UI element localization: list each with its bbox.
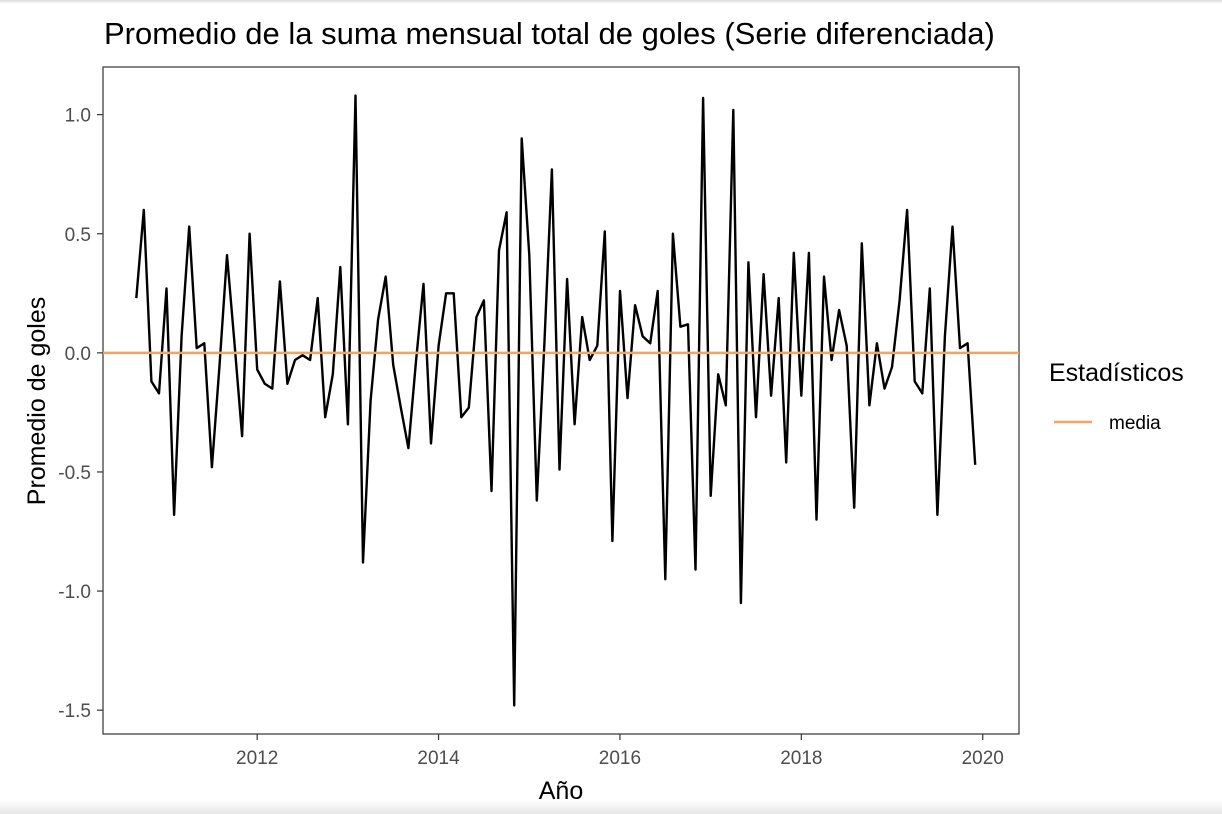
x-tick-label: 2018 bbox=[780, 748, 822, 769]
window-bottom-edge bbox=[0, 800, 1222, 814]
y-tick-label: -1.5 bbox=[58, 701, 91, 722]
y-tick-label: 1.0 bbox=[65, 106, 91, 127]
x-tick-label: 2014 bbox=[417, 748, 460, 769]
panel-border bbox=[102, 66, 1020, 735]
series-layer bbox=[103, 94, 1019, 707]
x-axis: 2012 2014 2016 2018 2020 bbox=[236, 734, 1004, 769]
legend-label-media: media bbox=[1109, 413, 1161, 434]
x-tick-label: 2020 bbox=[962, 748, 1004, 769]
y-tick-label: 0.5 bbox=[65, 225, 91, 246]
plot-panel bbox=[102, 66, 1020, 735]
legend: Estadísticos media bbox=[1049, 359, 1184, 434]
y-tick-label: -0.5 bbox=[58, 463, 91, 484]
y-axis: 1.0 0.5 0.0 -0.5 -1.0 -1.5 bbox=[58, 106, 103, 722]
x-tick-label: 2016 bbox=[599, 748, 641, 769]
x-tick-label: 2012 bbox=[236, 748, 278, 769]
chart-title: Promedio de la suma mensual total de gol… bbox=[104, 16, 995, 51]
window-top-edge bbox=[0, 0, 1222, 4]
y-axis-title: Promedio de goles bbox=[23, 297, 51, 505]
y-tick-label: -1.0 bbox=[58, 582, 91, 603]
series-line-0 bbox=[135, 94, 977, 707]
legend-title: Estadísticos bbox=[1049, 359, 1184, 387]
y-tick-label: 0.0 bbox=[65, 344, 91, 365]
